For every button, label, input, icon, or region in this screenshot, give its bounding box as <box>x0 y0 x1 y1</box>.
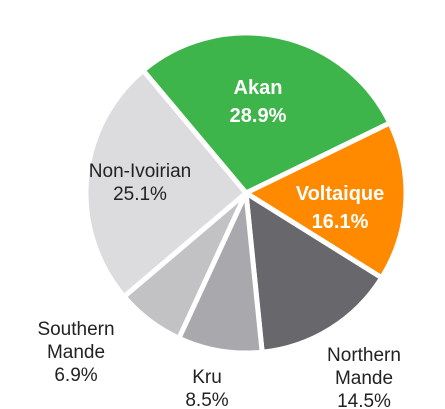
value-label: 16.1% <box>311 211 369 233</box>
category-label: Northern Mande <box>327 345 401 389</box>
pie-slice <box>243 190 385 355</box>
category-label: Akan <box>233 77 283 99</box>
value-label: 14.5% <box>337 391 391 409</box>
value-label: 25.1% <box>113 184 167 205</box>
pie-slice <box>243 120 409 281</box>
slice-label: Northern Mande 14.5% <box>309 344 419 409</box>
slice-label: Southern Mande 6.9% <box>21 318 131 387</box>
pie-slice <box>83 67 249 300</box>
value-label: 6.9% <box>54 365 98 386</box>
category-label: Southern Mande <box>37 319 115 363</box>
slice-label: Non-Ivoirian 25.1% <box>65 160 215 206</box>
slice-label: Akan 28.9% <box>188 74 328 130</box>
slice-label: Voltaique 16.1% <box>270 180 410 236</box>
category-label: Voltaique <box>295 183 385 205</box>
value-label: 28.9% <box>229 105 287 127</box>
slice-label: Kru 8.5% <box>177 366 237 409</box>
category-label: Kru <box>192 367 222 388</box>
pie-slice <box>140 30 393 196</box>
category-label: Non-Ivoirian <box>88 161 192 182</box>
value-label: 8.5% <box>185 390 229 409</box>
